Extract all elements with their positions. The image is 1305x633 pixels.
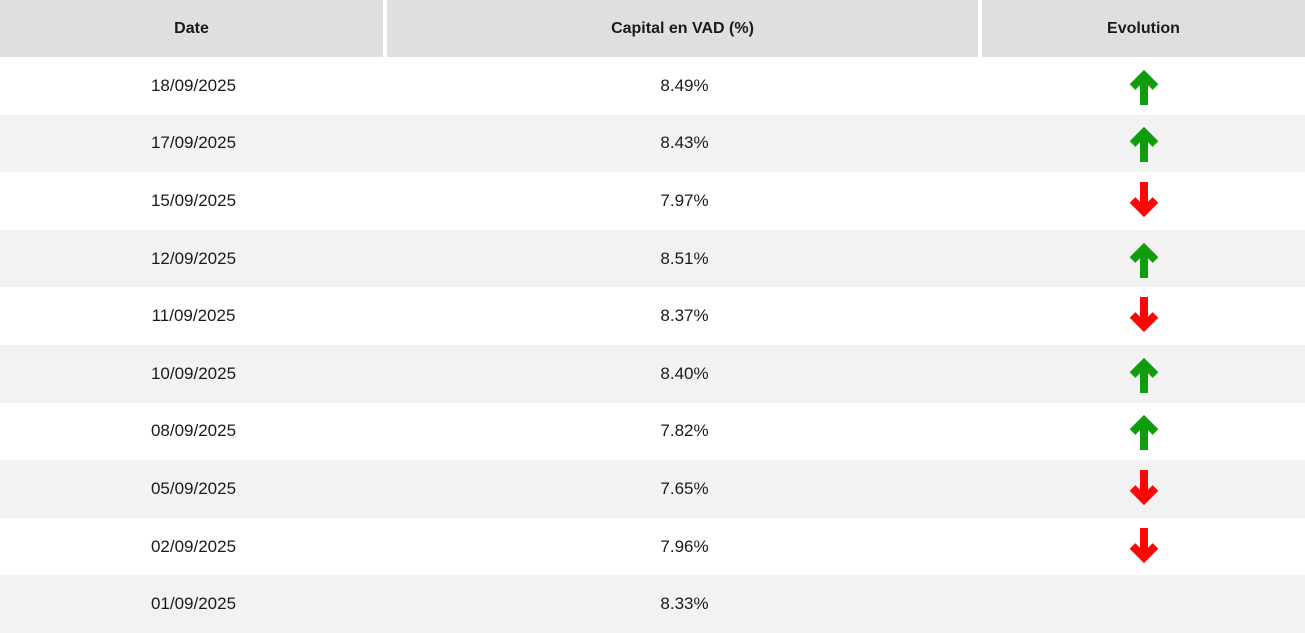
table-row: 05/09/2025 7.65% — [0, 460, 1305, 518]
evolution-cell — [982, 575, 1305, 633]
table-row: 17/09/2025 8.43% — [0, 114, 1305, 173]
up-arrow-icon — [1129, 357, 1158, 393]
date-cell: 18/09/2025 — [150, 75, 237, 95]
down-arrow-icon — [1129, 297, 1158, 333]
capital-vad-cell: 8.51% — [660, 248, 709, 268]
date-cell: 10/09/2025 — [150, 363, 237, 383]
column-header-date: Date — [0, 0, 387, 57]
table-header-row: Date Capital en VAD (%) Evolution — [0, 0, 1305, 57]
evolution-cell — [982, 403, 1305, 461]
column-header-capital-vad: Capital en VAD (%) — [387, 0, 982, 57]
evolution-cell — [982, 287, 1305, 345]
up-arrow-icon — [1129, 127, 1158, 163]
evolution-cell — [982, 345, 1305, 403]
date-cell: 01/09/2025 — [150, 594, 237, 614]
evolution-cell — [982, 172, 1305, 230]
date-cell: 17/09/2025 — [150, 133, 237, 153]
date-cell: 08/09/2025 — [150, 421, 237, 441]
capital-vad-cell: 7.96% — [660, 536, 709, 556]
capital-vad-cell: 7.82% — [660, 421, 709, 441]
capital-vad-cell: 7.65% — [660, 478, 709, 498]
table-row: 10/09/2025 8.40% — [0, 344, 1305, 403]
column-header-evolution: Evolution — [982, 0, 1305, 57]
evolution-cell — [982, 230, 1305, 288]
table-row: 18/09/2025 8.49% — [0, 57, 1305, 115]
up-arrow-icon — [1129, 415, 1158, 451]
down-arrow-icon — [1129, 527, 1158, 563]
evolution-cell — [982, 57, 1305, 115]
table-row: 08/09/2025 7.82% — [0, 402, 1305, 461]
down-arrow-icon — [1129, 181, 1158, 218]
evolution-cell — [982, 518, 1305, 576]
up-arrow-icon — [1129, 69, 1158, 105]
table-row: 01/09/2025 8.33% — [0, 575, 1305, 633]
capital-vad-cell: 8.40% — [660, 363, 709, 383]
table-body: 18/09/2025 8.49% 17/09/2025 8.43% 15/09/… — [0, 57, 1305, 633]
table-row: 15/09/2025 7.97% — [0, 172, 1305, 230]
table-row: 02/09/2025 7.96% — [0, 517, 1305, 576]
date-cell: 12/09/2025 — [150, 248, 237, 268]
date-cell: 05/09/2025 — [150, 478, 237, 498]
up-arrow-icon — [1129, 242, 1158, 278]
date-cell: 11/09/2025 — [151, 306, 236, 326]
capital-vad-cell: 7.97% — [660, 190, 709, 210]
down-arrow-icon — [1129, 469, 1158, 506]
capital-vad-cell: 8.43% — [660, 133, 709, 153]
capital-vad-cell: 8.33% — [660, 594, 709, 614]
evolution-cell — [982, 115, 1305, 173]
table-row: 12/09/2025 8.51% — [0, 229, 1305, 288]
date-cell: 15/09/2025 — [150, 190, 237, 210]
capital-vad-cell: 8.37% — [660, 306, 709, 326]
date-cell: 02/09/2025 — [150, 536, 237, 556]
capital-vad-cell: 8.49% — [660, 75, 709, 95]
evolution-cell — [982, 460, 1305, 518]
table-row: 11/09/2025 8.37% — [0, 287, 1305, 345]
